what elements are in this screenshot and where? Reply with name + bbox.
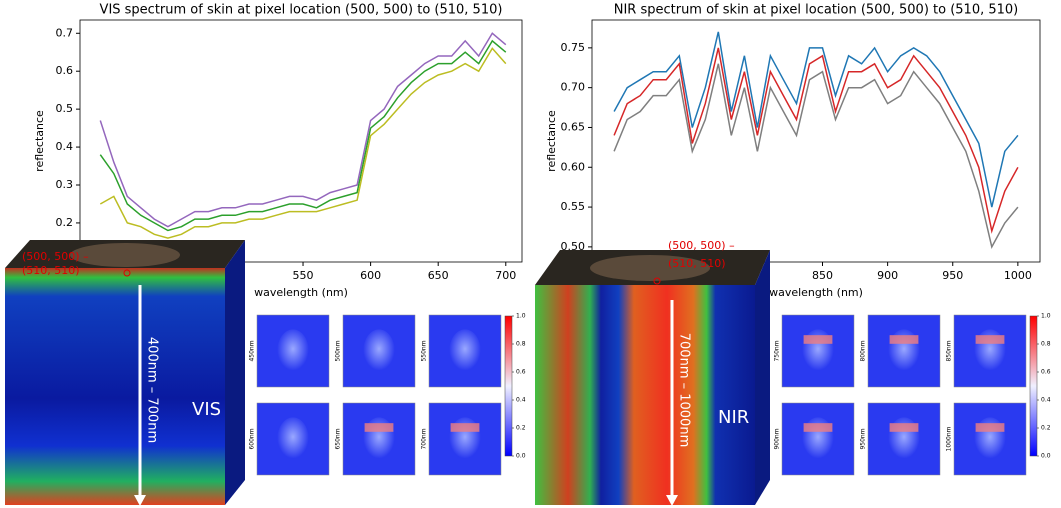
colorbar-tick-label: 1.0 — [1041, 313, 1051, 320]
x-axis-label: wavelength (nm) — [769, 286, 863, 299]
thumbnail-label: 550nm — [421, 340, 428, 361]
band-label: 400nm – 700nm — [145, 337, 160, 443]
thumbnail-label: 1000nm — [946, 426, 953, 451]
thumbnail-highlight — [889, 335, 919, 344]
thumbnail-highlight — [364, 423, 394, 432]
colorbar-tick-label: 0.4 — [516, 397, 526, 404]
colorbar-tick-label: 0.6 — [516, 369, 526, 376]
y-tick-label: 0.50 — [561, 240, 586, 253]
thumbnail-label: 450nm — [249, 340, 256, 361]
x-tick-label: 1000 — [1004, 269, 1032, 282]
y-axis-label: reflectance — [545, 110, 558, 172]
thumbnail-face — [277, 417, 309, 461]
colorbar-tick-label: 0.8 — [516, 341, 526, 348]
y-tick-label: 0.55 — [561, 200, 586, 213]
y-axis-label: reflectance — [33, 110, 46, 172]
charts: VIS spectrum of skin at pixel location (… — [33, 3, 1041, 299]
thumbnail-label: 700nm — [421, 428, 428, 449]
colorbar-tick-label: 1.0 — [516, 313, 526, 320]
thumbnail-face — [363, 329, 395, 373]
thumbnail-label: 900nm — [774, 428, 781, 449]
modality-label: VIS — [192, 399, 221, 420]
thumbnail-label: 750nm — [774, 340, 781, 361]
thumbnail-label: 650nm — [335, 428, 342, 449]
chart-title: NIR spectrum of skin at pixel location (… — [614, 3, 1019, 18]
colorbar-tick-label: 0.6 — [1041, 369, 1051, 376]
y-tick-label: 0.5 — [56, 102, 74, 115]
y-tick-label: 0.6 — [56, 64, 74, 77]
thumbnail-label: 600nm — [249, 428, 256, 449]
modality-label: NIR — [718, 407, 749, 428]
thumbnail-highlight — [803, 335, 833, 344]
pixel-label: (500, 500) – — [22, 250, 89, 263]
x-tick-label: 650 — [428, 269, 449, 282]
y-tick-label: 0.75 — [561, 41, 586, 54]
thumbnail-highlight — [450, 423, 480, 432]
y-tick-label: 0.4 — [56, 140, 74, 153]
y-tick-label: 0.60 — [561, 160, 586, 173]
vis-cube — [5, 240, 245, 506]
pixel-label: (500, 500) – — [668, 239, 735, 252]
pixel-label: (510, 510) — [668, 257, 726, 270]
colorbar — [1029, 315, 1038, 457]
x-tick-label: 700 — [495, 269, 516, 282]
x-tick-label: 600 — [360, 269, 381, 282]
y-tick-label: 0.70 — [561, 81, 586, 94]
x-axis-label: wavelength (nm) — [254, 286, 348, 299]
x-tick-label: 550 — [293, 269, 314, 282]
nir-cube — [535, 250, 770, 506]
thumbnail-highlight — [975, 335, 1005, 344]
x-tick-label: 850 — [812, 269, 833, 282]
band-label: 700nm – 1000nm — [677, 333, 692, 447]
thumbnail-highlight — [889, 423, 919, 432]
x-tick-label: 950 — [942, 269, 963, 282]
colorbar-tick-label: 0.0 — [1041, 453, 1051, 460]
series-line — [99, 39, 507, 232]
thumbnails: 450nm 500nm 550nm 600nm 650nm 700nm 0.0 0.2 0.4 0… — [249, 313, 1051, 476]
series-line — [99, 32, 507, 228]
y-tick-label: 0.7 — [56, 26, 74, 39]
colorbar-tick-label: 0.8 — [1041, 341, 1051, 348]
y-tick-label: 0.3 — [56, 178, 74, 191]
plot-frame — [591, 19, 1041, 263]
thumbnail — [781, 314, 855, 388]
thumbnail-face — [449, 329, 481, 373]
thumbnail-label: 500nm — [335, 340, 342, 361]
colorbar-tick-label: 0.2 — [516, 425, 526, 432]
thumbnail-highlight — [803, 423, 833, 432]
thumbnail-label: 850nm — [946, 340, 953, 361]
pixel-label: (510, 510) — [22, 264, 80, 277]
y-tick-label: 0.65 — [561, 120, 586, 133]
y-tick-label: 0.2 — [56, 216, 74, 229]
thumbnail-face — [277, 329, 309, 373]
x-tick-label: 900 — [877, 269, 898, 282]
series-line — [613, 63, 1019, 249]
colorbar — [504, 315, 513, 457]
chart-title: VIS spectrum of skin at pixel location (… — [100, 3, 503, 18]
plot-frame — [79, 19, 523, 263]
colorbar-tick-label: 0.2 — [1041, 425, 1051, 432]
series-line — [613, 31, 1019, 208]
series-line — [613, 47, 1019, 234]
thumbnail-label: 950nm — [860, 428, 867, 449]
colorbar-tick-label: 0.4 — [1041, 397, 1051, 404]
series-line — [99, 47, 507, 239]
colorbar-tick-label: 0.0 — [516, 453, 526, 460]
thumbnail-highlight — [975, 423, 1005, 432]
thumbnail-label: 800nm — [860, 340, 867, 361]
